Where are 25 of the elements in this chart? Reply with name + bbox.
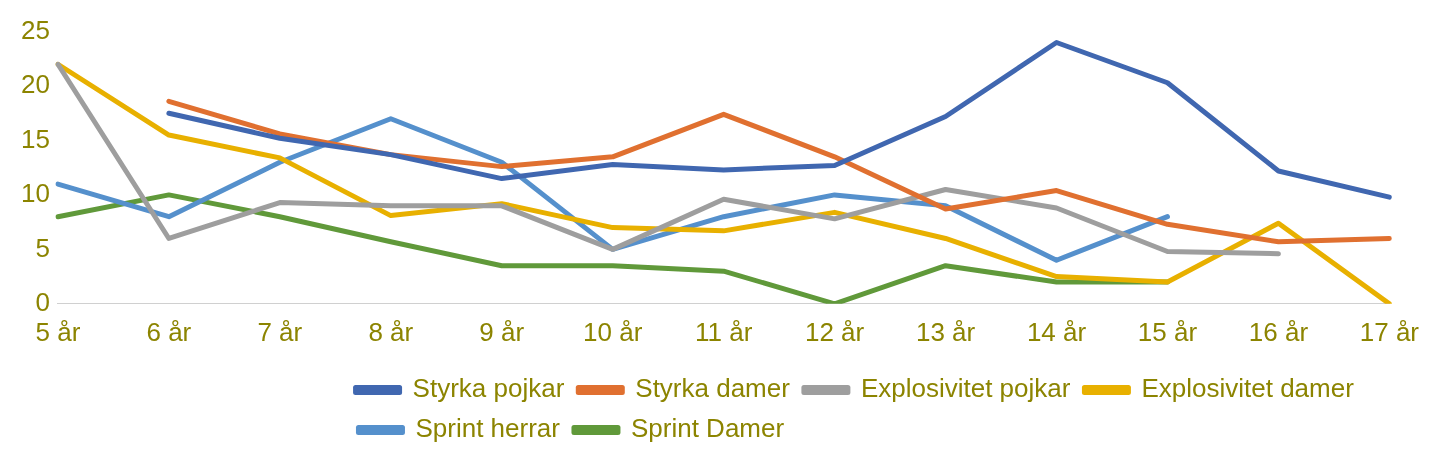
legend-label: Styrka damer xyxy=(635,373,791,404)
x-tick-label: 6 år xyxy=(146,316,192,347)
y-tick-label: 20 xyxy=(21,69,50,100)
legend-label: Sprint herrar xyxy=(415,413,561,444)
y-tick-label: 15 xyxy=(21,123,50,154)
legend-label: Sprint Damer xyxy=(630,413,785,444)
legend-label: Explosivitet pojkar xyxy=(860,373,1071,404)
x-tick-label: 14 år xyxy=(1026,316,1087,347)
x-tick-label: 9 år xyxy=(479,316,525,347)
x-tick-label: 8 år xyxy=(368,316,414,347)
x-tick-label: 5 år xyxy=(35,316,81,347)
x-tick-label: 15 år xyxy=(1137,316,1198,347)
x-tick-label: 17 år xyxy=(1359,316,1420,347)
legend-label: Explosivitet damer xyxy=(1141,373,1355,404)
x-tick-label: 13 år xyxy=(915,316,976,347)
x-tick-label: 7 år xyxy=(257,316,303,347)
y-tick-label: 25 xyxy=(21,14,50,45)
x-tick-label: 16 år xyxy=(1248,316,1309,347)
legend-label: Styrka pojkar xyxy=(412,373,565,404)
x-tick-label: 11 år xyxy=(694,316,753,347)
x-tick-label: 10 år xyxy=(583,316,643,347)
y-tick-label: 5 xyxy=(35,232,50,263)
y-tick-label: 0 xyxy=(35,286,50,317)
y-tick-label: 10 xyxy=(21,178,50,209)
x-tick-label: 12 år xyxy=(804,316,865,347)
